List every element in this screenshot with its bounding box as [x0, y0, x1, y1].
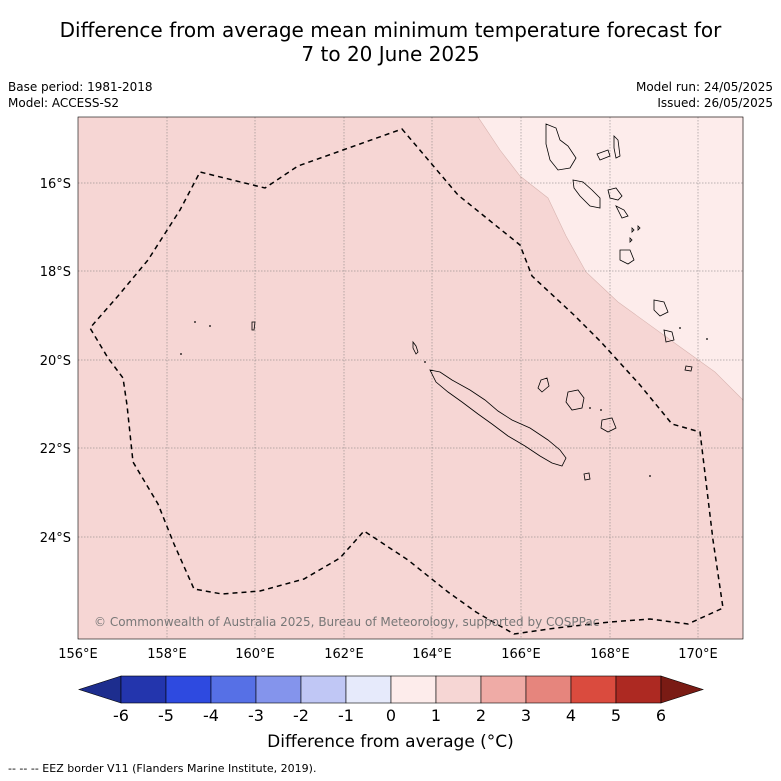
map-frame: [77, 116, 744, 640]
lifou-island: [565, 389, 585, 411]
colorbar-bin: [120, 675, 167, 704]
colorbar-tick-label: 2: [476, 706, 486, 725]
vanuatu-epi: [615, 205, 629, 219]
lon-label: 158°E: [147, 647, 187, 662]
vanuatu-efate: [619, 249, 635, 265]
new-caledonia-mainland: [429, 369, 567, 467]
colorbar-tick-label: 0: [386, 706, 396, 725]
map-title-line1: Difference from average mean minimum tem…: [59, 18, 722, 42]
lon-label: 164°E: [412, 647, 452, 662]
map-title-line2: 7 to 20 June 2025: [301, 42, 480, 66]
colorbar-bin: [570, 675, 617, 704]
copyright-text: © Commonwealth of Australia 2025, Bureau…: [94, 615, 599, 629]
lon-label: 162°E: [324, 647, 364, 662]
mare-island: [600, 417, 617, 433]
colorbar-bin: [210, 675, 257, 704]
colorbar-bin: [525, 675, 572, 704]
model-run: Model run: 24/05/2025: [635, 80, 773, 94]
lat-label: 24°S: [40, 531, 71, 546]
vanuatu-malakula: [572, 179, 601, 209]
colorbar: [78, 675, 704, 704]
lat-label: 22°S: [40, 442, 71, 457]
graticule: [78, 117, 743, 639]
latitude-labels: 16°S 18°S 20°S 22°S 24°S: [40, 177, 71, 546]
lon-label: 156°E: [58, 647, 98, 662]
longitude-labels: 156°E 158°E 160°E 162°E 164°E 166°E 168°…: [58, 647, 718, 662]
island-dots: [180, 321, 708, 477]
vanuatu-espiritu-santo: [545, 123, 577, 171]
vanuatu-aneityum: [684, 365, 693, 372]
colorbar-tick-label: -2: [293, 706, 309, 725]
colorbar-tick-label: -5: [158, 706, 174, 725]
colorbar-tick-label: -6: [113, 706, 129, 725]
vanuatu-pentecost: [607, 187, 623, 201]
colorbar-tick-label: -1: [338, 706, 354, 725]
colorbar-bin: [300, 675, 347, 704]
islet-3: [637, 225, 641, 231]
issued-date: Issued: 26/05/2025: [657, 96, 773, 110]
lat-label: 18°S: [40, 265, 71, 280]
vanuatu-ambae: [596, 149, 611, 161]
colorbar-tick-label: 1: [431, 706, 441, 725]
map-panel: © Commonwealth of Australia 2025, Bureau…: [77, 116, 744, 640]
belep-islands: [412, 340, 419, 355]
colorbar-extend-low: [78, 675, 122, 704]
vanuatu-tanna: [663, 329, 675, 343]
lon-label: 170°E: [678, 647, 718, 662]
colorbar-bin: [345, 675, 392, 704]
colorbar-extend-high: [660, 675, 704, 704]
colorbar-tick-label: -4: [203, 706, 219, 725]
colorbar-bin: [390, 675, 437, 704]
lon-label: 160°E: [235, 647, 275, 662]
colorbar-tick-label: 6: [656, 706, 666, 725]
lon-label: 166°E: [501, 647, 541, 662]
model-name: Model: ACCESS-S2: [8, 96, 120, 110]
colorbar-bin: [435, 675, 482, 704]
colorbar-bin: [165, 675, 212, 704]
lat-label: 20°S: [40, 354, 71, 369]
colorbar-ticks: -6 -5 -4 -3 -2 -1 0 1 2 3 4 5 6: [113, 706, 666, 725]
colorbar-tick-label: 3: [521, 706, 531, 725]
island-outlines: [251, 123, 693, 481]
vanuatu-maewo: [613, 135, 621, 159]
islet-2: [631, 227, 635, 233]
colorbar-bin: [615, 675, 662, 704]
islet-4: [629, 237, 633, 243]
isle-of-pines: [583, 472, 591, 481]
colorbar-bin: [255, 675, 302, 704]
vanuatu-erromango: [653, 299, 669, 317]
colorbar-tick-label: 5: [611, 706, 621, 725]
eez-legend-note: -- -- -- EEZ border V11 (Flanders Marine…: [8, 762, 317, 775]
lon-label: 168°E: [590, 647, 630, 662]
lat-label: 16°S: [40, 177, 71, 192]
colorbar-tick-label: 4: [566, 706, 576, 725]
colorbar-tick-label: -3: [248, 706, 264, 725]
base-period: Base period: 1981-2018: [8, 80, 153, 94]
colorbar-label: Difference from average (°C): [267, 732, 514, 752]
colorbar-bin: [480, 675, 527, 704]
eez-border: [89, 128, 724, 635]
ouvea-island: [537, 377, 550, 393]
islet-1: [251, 321, 256, 331]
